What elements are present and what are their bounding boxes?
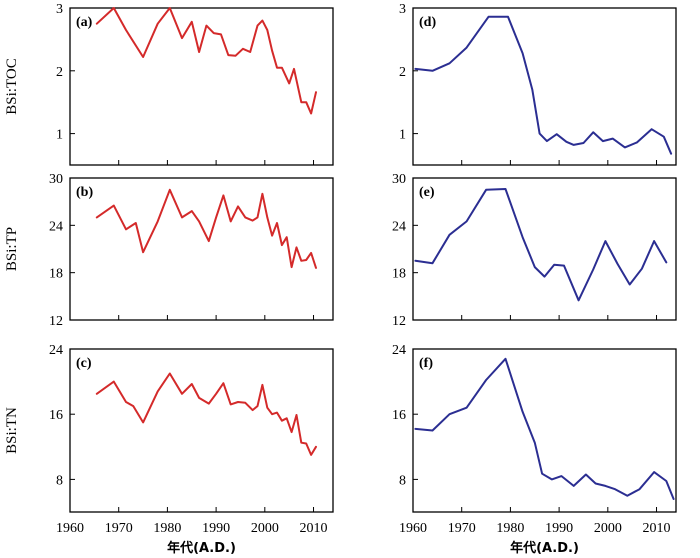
y-axis-title: BSi:TOC xyxy=(4,58,20,114)
x-tick-label: 1980 xyxy=(153,521,181,536)
plot-frame xyxy=(412,7,677,166)
series-line xyxy=(414,188,668,302)
x-tick-label: 1960 xyxy=(399,521,427,536)
y-axis-title: BSi:TP xyxy=(4,227,20,271)
y-tick-label: 12 xyxy=(49,314,63,329)
y-tick-label: 2 xyxy=(56,65,63,80)
y-tick-label: 18 xyxy=(392,267,406,282)
y-axis-title: BSi:TN xyxy=(4,407,20,454)
panel-label: (a) xyxy=(76,15,93,30)
x-tick-label: 1980 xyxy=(496,521,524,536)
x-tick-label: 1990 xyxy=(545,521,573,536)
y-tick-label: 24 xyxy=(49,343,63,358)
panel-c: 1960 1970 1980 1990 2000 2010 8 16 24 (c) BSi:TN 年代… xyxy=(4,343,334,556)
panel-f: 1960 1970 1980 1990 2000 2010 8 16 24 (f) 年代(A.D.) xyxy=(392,343,677,556)
series-line xyxy=(95,372,317,456)
panel-a: 1 2 3 (a) BSi:TOC xyxy=(4,2,334,166)
panel-e: 12 18 24 30 (e) xyxy=(392,172,677,329)
panel-label: (d) xyxy=(419,15,436,30)
x-tick-label: 2000 xyxy=(251,521,279,536)
series-line xyxy=(414,357,675,500)
y-tick-label: 16 xyxy=(392,408,406,423)
y-tick-label: 30 xyxy=(392,172,406,187)
y-tick-label: 24 xyxy=(392,343,406,358)
y-tick-label: 8 xyxy=(399,473,406,488)
plot-frame xyxy=(69,348,334,513)
x-tick-label: 1990 xyxy=(202,521,230,536)
y-tick-label: 1 xyxy=(399,128,406,143)
panel-b: 12 18 24 30 (b) BSi:TP xyxy=(4,172,334,329)
panel-d: 1 2 3 (d) xyxy=(399,2,677,166)
x-tick-label: 2010 xyxy=(300,521,328,536)
y-tick-label: 8 xyxy=(56,473,63,488)
plot-frame xyxy=(412,177,677,321)
panel-label: (f) xyxy=(419,356,433,371)
series-line xyxy=(414,15,673,155)
y-tick-label: 3 xyxy=(56,2,63,17)
plot-frame xyxy=(69,7,334,166)
x-tick-label: 2000 xyxy=(594,521,622,536)
plot-frame xyxy=(69,177,334,321)
panel-label: (c) xyxy=(76,356,92,371)
y-tick-label: 16 xyxy=(49,408,63,423)
y-tick-label: 3 xyxy=(399,2,406,17)
y-tick-label: 24 xyxy=(49,219,63,234)
x-tick-label: 1970 xyxy=(105,521,133,536)
x-tick-label: 2010 xyxy=(643,521,671,536)
y-tick-label: 24 xyxy=(392,219,406,234)
y-tick-label: 12 xyxy=(392,314,406,329)
y-tick-label: 30 xyxy=(49,172,63,187)
y-tick-label: 1 xyxy=(56,128,63,143)
plot-frame xyxy=(412,348,677,513)
x-axis-title: 年代(A.D.) xyxy=(510,540,579,556)
panel-label: (b) xyxy=(76,185,93,200)
x-axis-title: 年代(A.D.) xyxy=(167,540,236,556)
series-line xyxy=(95,188,317,269)
series-line xyxy=(95,7,317,115)
panel-label: (e) xyxy=(419,185,435,200)
x-tick-label: 1960 xyxy=(56,521,84,536)
y-tick-label: 2 xyxy=(399,65,406,80)
y-tick-label: 18 xyxy=(49,267,63,282)
x-tick-label: 1970 xyxy=(448,521,476,536)
